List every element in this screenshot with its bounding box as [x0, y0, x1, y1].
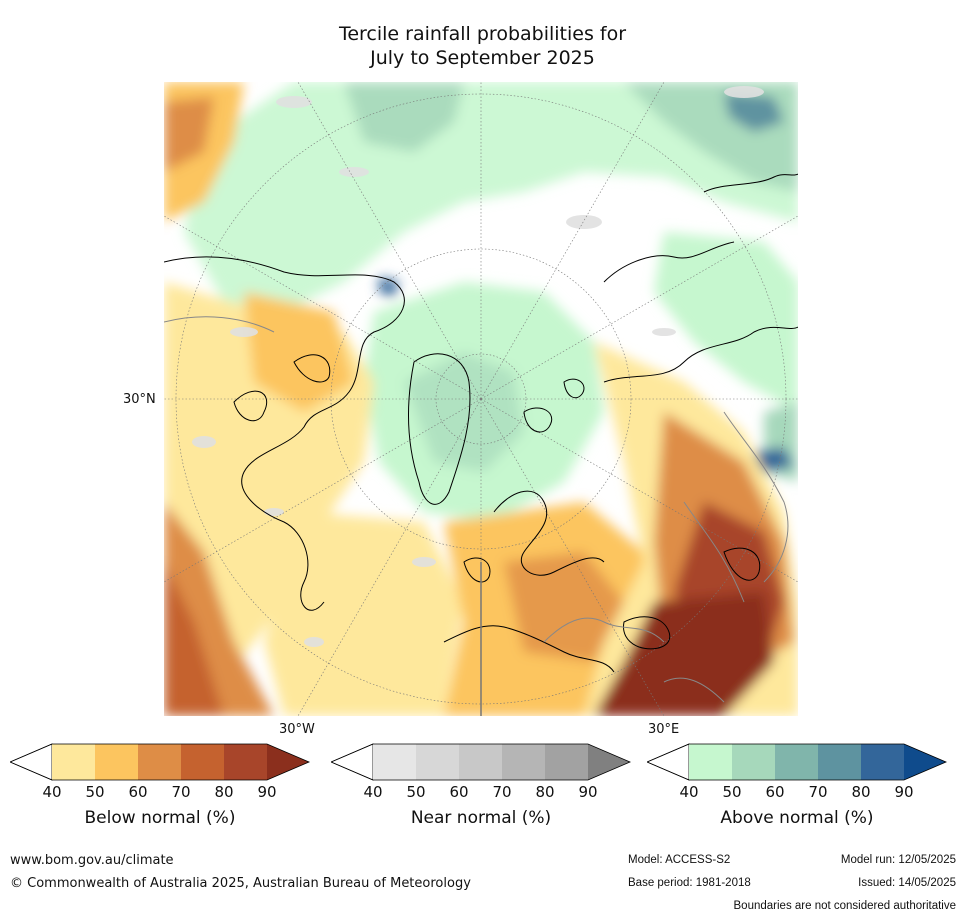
colorbar-below-normal-graphic [10, 743, 310, 781]
colorbar-tick-label: 50 [406, 783, 426, 801]
colorbar-tick-label: 40 [363, 783, 383, 801]
colorbar-tick-label: 80 [535, 783, 555, 801]
colorbar-extend-low [647, 743, 690, 781]
graticule [164, 82, 798, 716]
footer-issued: Issued: 14/05/2025 [858, 877, 956, 889]
colorbar-outline [647, 743, 947, 781]
colorbar-segment [775, 744, 818, 780]
colorbar-extend-high [267, 744, 309, 780]
colorbar-tick-label: 80 [214, 783, 234, 801]
colorbar-tick-label: 80 [851, 783, 871, 801]
colorbar-tick-label: 90 [257, 783, 277, 801]
colorbar-tick-label: 60 [765, 783, 785, 801]
colorbar-segment [373, 744, 416, 780]
colorbar-outline [10, 743, 310, 781]
colorbar-tick-label: 70 [492, 783, 512, 801]
colorbar-tick-label: 40 [679, 783, 699, 801]
colorbar-segment [545, 744, 588, 780]
footer-copyright: © Commonwealth of Australia 2025, Austra… [10, 876, 471, 891]
longitude-label-30e: 30°E [648, 722, 680, 737]
colorbar-label-near-normal: Near normal (%) [410, 808, 552, 828]
colorbar-tick-label: 70 [808, 783, 828, 801]
colorbar-segment [502, 744, 545, 780]
colorbar-tick-label: 50 [85, 783, 105, 801]
colorbar-tick-label: 90 [894, 783, 914, 801]
colorbar-tick-label: 40 [42, 783, 62, 801]
footer-model: Model: ACCESS-S2 [628, 854, 731, 866]
colorbar-segment [689, 744, 732, 780]
footer-disclaimer: Boundaries are not considered authoritat… [733, 900, 956, 912]
footer-website: www.bom.gov.au/climate [10, 853, 174, 868]
latitude-label-30n: 30°N [123, 392, 156, 407]
footer-model-run: Model run: 12/05/2025 [840, 854, 956, 866]
colorbar-extend-high [904, 744, 946, 780]
longitude-label-30w: 30°W [279, 722, 315, 737]
colorbar-extend-low [10, 743, 53, 781]
colorbar-tick-label: 50 [722, 783, 742, 801]
title-line-1: Tercile rainfall probabilities for [338, 23, 627, 45]
colorbar-near-normal [331, 743, 631, 781]
colorbar-tick-label: 60 [449, 783, 469, 801]
colorbar-segment [459, 744, 502, 780]
colorbar-segment [52, 744, 95, 780]
colorbar-extend-high [588, 744, 630, 780]
coastlines [164, 173, 798, 673]
colorbar-tick-label: 60 [128, 783, 148, 801]
rainfall-probability-map [164, 82, 798, 716]
boundaries [164, 316, 789, 703]
colorbar-below-normal [10, 743, 310, 781]
colorbar-segment [818, 744, 861, 780]
colorbar-segment [181, 744, 224, 780]
colorbar-above-normal [647, 743, 947, 781]
near-normal-speckle [192, 86, 764, 647]
colorbar-near-normal-graphic [331, 743, 631, 781]
title-line-2: July to September 2025 [370, 47, 595, 69]
colorbar-label-below-normal: Below normal (%) [84, 808, 236, 828]
colorbar-tick-label: 70 [171, 783, 191, 801]
colorbar-outline [331, 743, 631, 781]
colorbar-tick-label: 90 [578, 783, 598, 801]
colorbar-above-normal-graphic [647, 743, 947, 781]
chart-title: Tercile rainfall probabilities for July … [0, 22, 965, 70]
colorbar-segment [224, 744, 267, 780]
colorbar-extend-low [331, 743, 374, 781]
colorbar-segment [95, 744, 138, 780]
colorbar-segment [861, 744, 904, 780]
colorbar-segment [416, 744, 459, 780]
colorbar-segment [138, 744, 181, 780]
colorbar-label-above-normal: Above normal (%) [720, 808, 874, 828]
colorbar-segment [732, 744, 775, 780]
footer-base-period: Base period: 1981-2018 [628, 877, 751, 889]
